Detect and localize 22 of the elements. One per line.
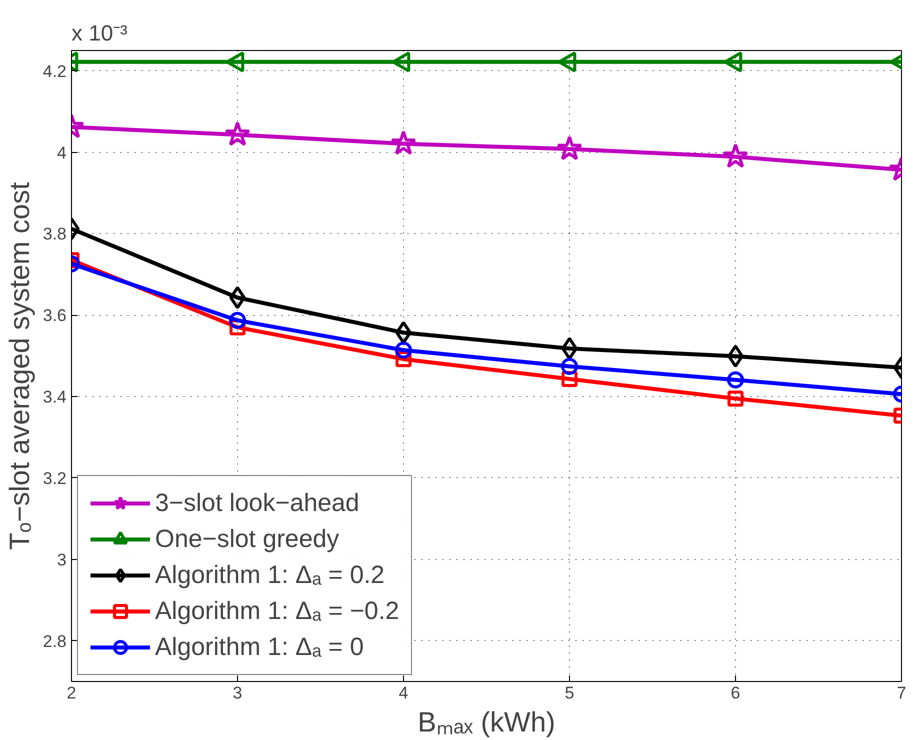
y-tick-label: 3 xyxy=(57,550,67,570)
x-tick-label: 6 xyxy=(730,684,740,702)
y-tick-label: 3.6 xyxy=(42,306,67,326)
y-tick-label: 3.8 xyxy=(42,224,67,244)
y-tick-label: 4 xyxy=(57,143,67,162)
x-tick-label: 7 xyxy=(896,684,906,702)
x-tick-label: 5 xyxy=(564,684,574,702)
legend-label: Algorithm 1: Δₐ = −0.2 xyxy=(155,596,400,626)
text: x 10⁻³ xyxy=(72,20,128,46)
y-axis-title: Tₒ−slot averaged system cost xyxy=(4,182,35,550)
x-axis-title: Bₘₐₓ (kWh) xyxy=(418,706,556,738)
y-tick-label: 2.8 xyxy=(42,632,67,651)
legend-label: Algorithm 1: Δₐ = 0.2 xyxy=(155,560,385,590)
y-tick-label: 3.4 xyxy=(42,388,67,407)
legend-label: One−slot greedy xyxy=(155,524,340,554)
y-tick-label: 3.2 xyxy=(42,468,67,488)
y-tick-label: 4.2 xyxy=(42,62,67,81)
x-tick-label: 4 xyxy=(398,684,408,702)
x-tick-label: 2 xyxy=(66,684,76,702)
legend-label: Algorithm 1: Δₐ = 0 xyxy=(155,632,364,662)
legend-label: 3−slot look−ahead xyxy=(155,488,360,518)
x-tick-label: 3 xyxy=(232,684,242,702)
